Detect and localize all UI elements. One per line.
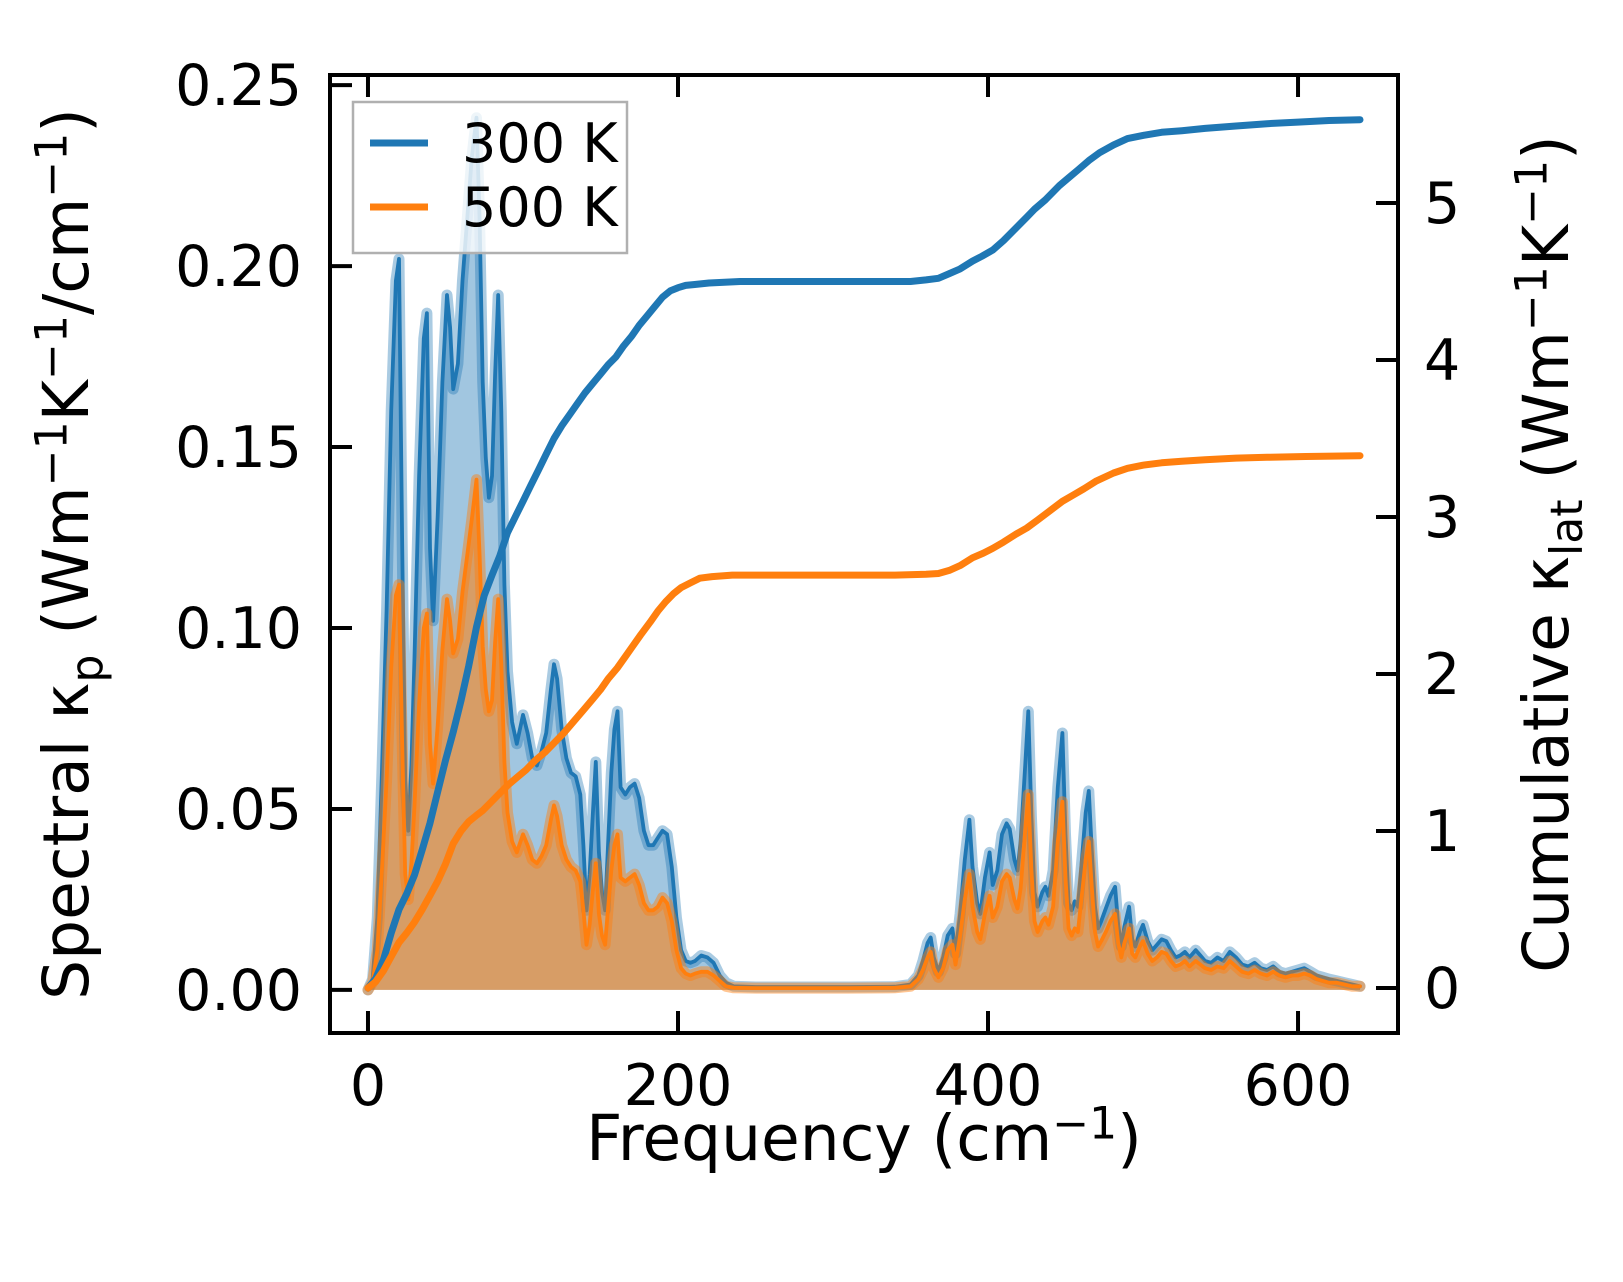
right-y-tick-label: 1 xyxy=(1424,799,1460,865)
left-y-tick-label: 0.20 xyxy=(175,234,302,300)
series-500K-spectral-fill xyxy=(368,479,1360,990)
left-y-tick-label: 0.10 xyxy=(175,596,302,662)
left-y-tick-label: 0.25 xyxy=(175,53,302,119)
right-y-tick-label: 0 xyxy=(1424,956,1460,1022)
right-y-tick-label: 4 xyxy=(1424,328,1460,394)
x-tick-label: 0 xyxy=(350,1053,386,1119)
right-y-axis-label: Cumulative κlat (Wm−1K−1) xyxy=(1507,135,1593,973)
series-500K-spectral-line xyxy=(366,477,1362,992)
left-y-tick-label: 0.15 xyxy=(175,415,302,481)
series-500K-cumulative-line xyxy=(364,452,1364,992)
series-300K-spectral-fill xyxy=(368,117,1360,990)
x-tick-label: 400 xyxy=(934,1053,1043,1119)
legend-box xyxy=(351,100,629,255)
right-y-tick-label: 3 xyxy=(1424,485,1460,551)
series-300K-cumulative-line xyxy=(364,116,1364,992)
series-300K-spectral-line xyxy=(366,115,1362,992)
x-tick-label: 600 xyxy=(1244,1053,1353,1119)
left-y-tick-label: 0.00 xyxy=(175,958,302,1024)
left-y-tick-label: 0.05 xyxy=(175,777,302,843)
plot-area-spines xyxy=(328,73,1400,1035)
legend-label-500K: 500 K xyxy=(462,176,619,239)
x-axis-label: Frequency (cm−1) xyxy=(586,1099,1142,1175)
left-y-axis-label: Spectral κp (Wm−1K−1/cm−1) xyxy=(27,108,113,1000)
x-tick-label: 200 xyxy=(624,1053,733,1119)
right-y-tick-label: 2 xyxy=(1424,642,1460,708)
right-y-tick-label: 5 xyxy=(1424,171,1460,237)
legend-label-300K: 300 K xyxy=(462,112,619,175)
